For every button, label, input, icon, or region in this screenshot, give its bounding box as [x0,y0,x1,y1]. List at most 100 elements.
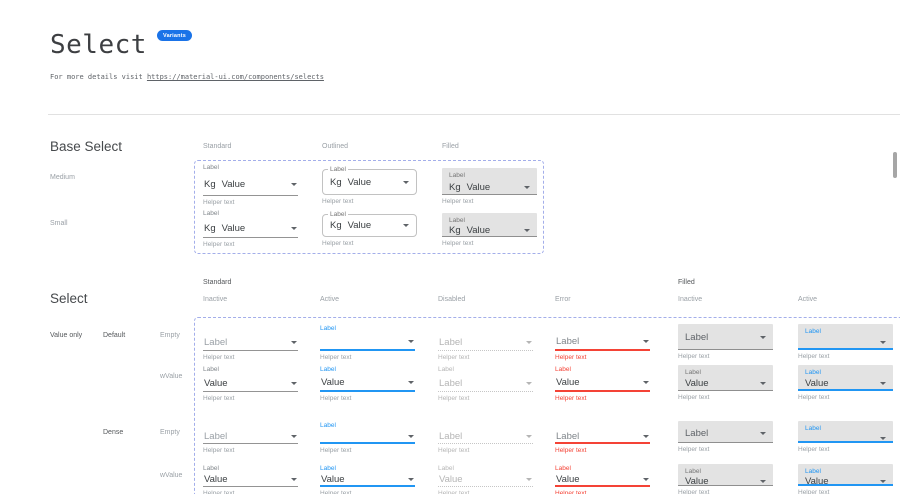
adornment: Kg [204,179,216,190]
chevron-down-icon [291,435,297,438]
floating-label: Label [438,465,454,472]
select-value: Kg Value [330,177,401,188]
select-control[interactable]: Label Value [678,365,773,391]
select-cell-standard-disabled: Label Helper text [438,324,533,361]
select-value-text: Value [221,179,246,190]
chevron-down-icon [526,478,532,481]
select-control[interactable]: Label [798,324,893,350]
select-cell-filled-inactive: Label Kg Value Helper text [442,163,537,205]
floating-label: Label [805,369,821,376]
header-divider [48,114,900,115]
page-title: Select [50,30,147,60]
select-control[interactable]: Kg Value [203,174,298,196]
helper-text: Helper text [203,447,235,454]
select-value: Label [204,431,228,442]
scrollbar-thumb[interactable] [893,152,897,178]
select-value-row: Value [685,377,766,390]
chevron-down-icon [760,479,766,483]
floating-label: Label [328,211,348,219]
select-value-row [805,336,886,349]
floating-label: Label [203,366,219,373]
select-control[interactable]: Value [203,473,298,487]
select-value: Kg Value [204,223,289,234]
select-control[interactable] [320,430,415,444]
select-value-row: Kg Value [449,225,530,236]
select-control[interactable]: Label Value [678,464,773,487]
select-value: Label [204,336,228,348]
helper-text: Helper text [798,489,830,494]
helper-text: Helper text [798,446,830,453]
select-cell-standard-disabled: Label Value Helper text [438,464,533,494]
select-control[interactable]: Label Kg Value [442,168,537,195]
helper-text: Helper text [203,395,235,402]
column-header: Standard [203,143,232,150]
helper-text: Helper text [678,353,710,360]
chevron-down-icon [291,183,297,186]
docs-link[interactable]: https://material-ui.com/components/selec… [146,73,324,81]
select-value-row: Value [805,476,886,487]
adornment: Kg [330,220,342,231]
helper-text: Helper text [438,354,470,361]
select-control[interactable]: Label [555,334,650,351]
helper-text: Helper text [320,490,352,494]
helper-text: Helper text [438,447,470,454]
select-value-row: Value [805,377,886,390]
chevron-down-icon [643,340,649,343]
helper-text: Helper text [678,489,710,494]
select-control[interactable]: Label [678,421,773,443]
floating-label: Label [555,465,571,472]
select-control[interactable]: Label [678,324,773,350]
select-control[interactable]: Value [320,375,415,392]
select-control[interactable]: Label Kg Value [442,213,537,237]
row-label: Empty [160,332,180,339]
select-control[interactable]: Label [798,421,893,443]
select-control[interactable] [320,334,415,351]
floating-label: Label [805,425,821,432]
select-control[interactable]: Label [438,430,533,444]
select-control[interactable]: Label Value [798,365,893,391]
state-header: Active [798,296,818,303]
select-control[interactable]: Value [320,473,415,487]
select-control[interactable]: Value [555,473,650,487]
select-control[interactable]: Label [438,375,533,392]
select-control[interactable]: Label Kg Value [322,211,417,237]
select-value: Value [556,473,580,485]
floating-label: Label [320,366,336,373]
select-value: Label [556,430,580,442]
select-control[interactable]: Label [203,430,298,444]
select-control[interactable]: Label Value [798,464,893,487]
floating-label: Label [805,468,821,475]
chevron-down-icon [526,435,532,438]
base-select-heading: Base Select [50,139,123,154]
floating-label: Label [438,366,454,373]
state-header: Disabled [438,296,466,303]
chevron-down-icon [408,340,414,343]
select-value: Value [685,475,709,487]
floating-label: Label [328,166,348,174]
select-control[interactable]: Label [203,334,298,351]
select-value: Value [685,378,709,389]
floating-label: Label [320,465,336,472]
helper-text: Helper text [320,447,352,454]
select-control[interactable]: Label [555,430,650,444]
select-control[interactable]: Value [555,375,650,392]
helper-text: Helper text [798,353,830,360]
select-control[interactable]: Value [203,375,298,392]
adornment: Kg [449,181,461,193]
select-value-row: Kg Value [449,180,530,194]
chevron-down-icon [408,381,414,384]
row-label: Value only [50,332,83,339]
helper-text: Helper text [678,394,710,401]
chevron-down-icon [403,224,409,227]
select-value: Label [685,427,709,439]
select-control[interactable]: Label [438,334,533,351]
select-control[interactable]: Value [438,473,533,487]
chevron-down-icon [760,336,766,339]
select-control[interactable]: Label Kg Value [322,166,417,195]
select-control[interactable]: Kg Value [203,219,298,238]
helper-text: Helper text [438,395,470,402]
chevron-down-icon [408,434,414,438]
select-cell-standard-inactive: Label Value Helper text [203,365,298,402]
adornment: Kg [204,222,216,234]
chevron-down-icon [760,431,766,435]
